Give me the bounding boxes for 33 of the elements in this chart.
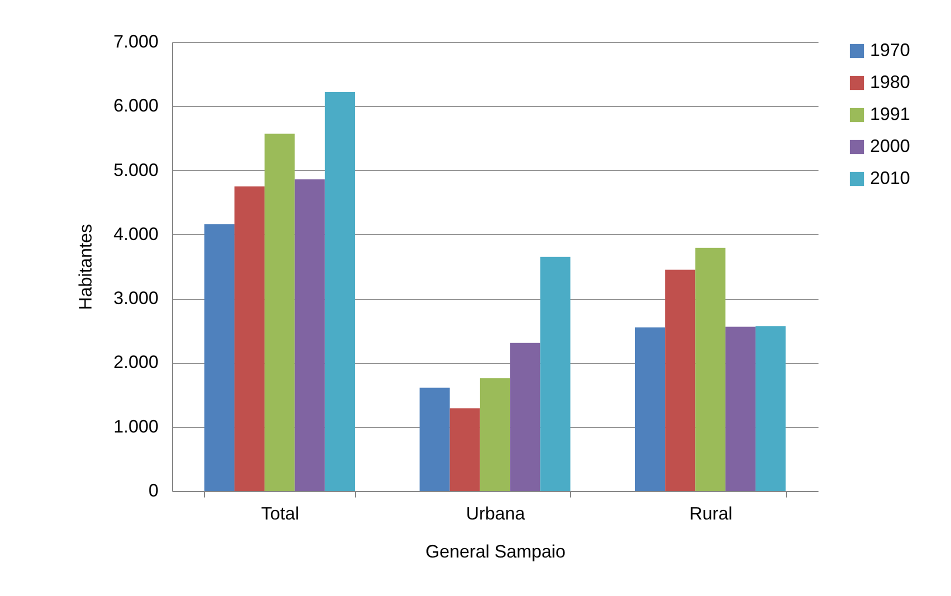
legend-label: 2010 [870,168,910,188]
legend-label: 1980 [870,72,910,92]
bar [756,326,786,491]
y-tick-label: 4.000 [113,224,158,244]
x-tick-label: Total [261,504,300,524]
bar [540,256,570,491]
bar [450,408,480,491]
bar [420,388,450,491]
legend-label: 1970 [870,40,910,60]
y-tick-label: 3.000 [113,288,158,308]
bar [665,270,696,491]
legend-label: 1991 [870,104,910,124]
bar [634,327,666,491]
x-tick-label: Rural [689,504,732,524]
y-tick-label: 5.000 [113,160,158,180]
bar [695,248,726,491]
bar [480,378,510,491]
y-tick-label: 2.000 [113,352,158,372]
y-axis-title: Habitantes [75,224,96,310]
y-tick-label: 1.000 [113,416,158,436]
legend-label: 2000 [870,136,910,156]
y-tick-label: 6.000 [113,96,158,116]
bar [204,224,234,491]
bar [234,186,265,491]
bar [510,342,540,491]
y-tick-label: 0 [148,480,158,500]
bar [725,326,756,491]
bar [324,92,356,491]
x-axis-title: General Sampaio [425,542,566,562]
bar [264,134,295,491]
y-tick-label: 7.000 [113,32,158,52]
x-tick-label: Urbana [466,504,526,524]
bar [294,179,325,491]
